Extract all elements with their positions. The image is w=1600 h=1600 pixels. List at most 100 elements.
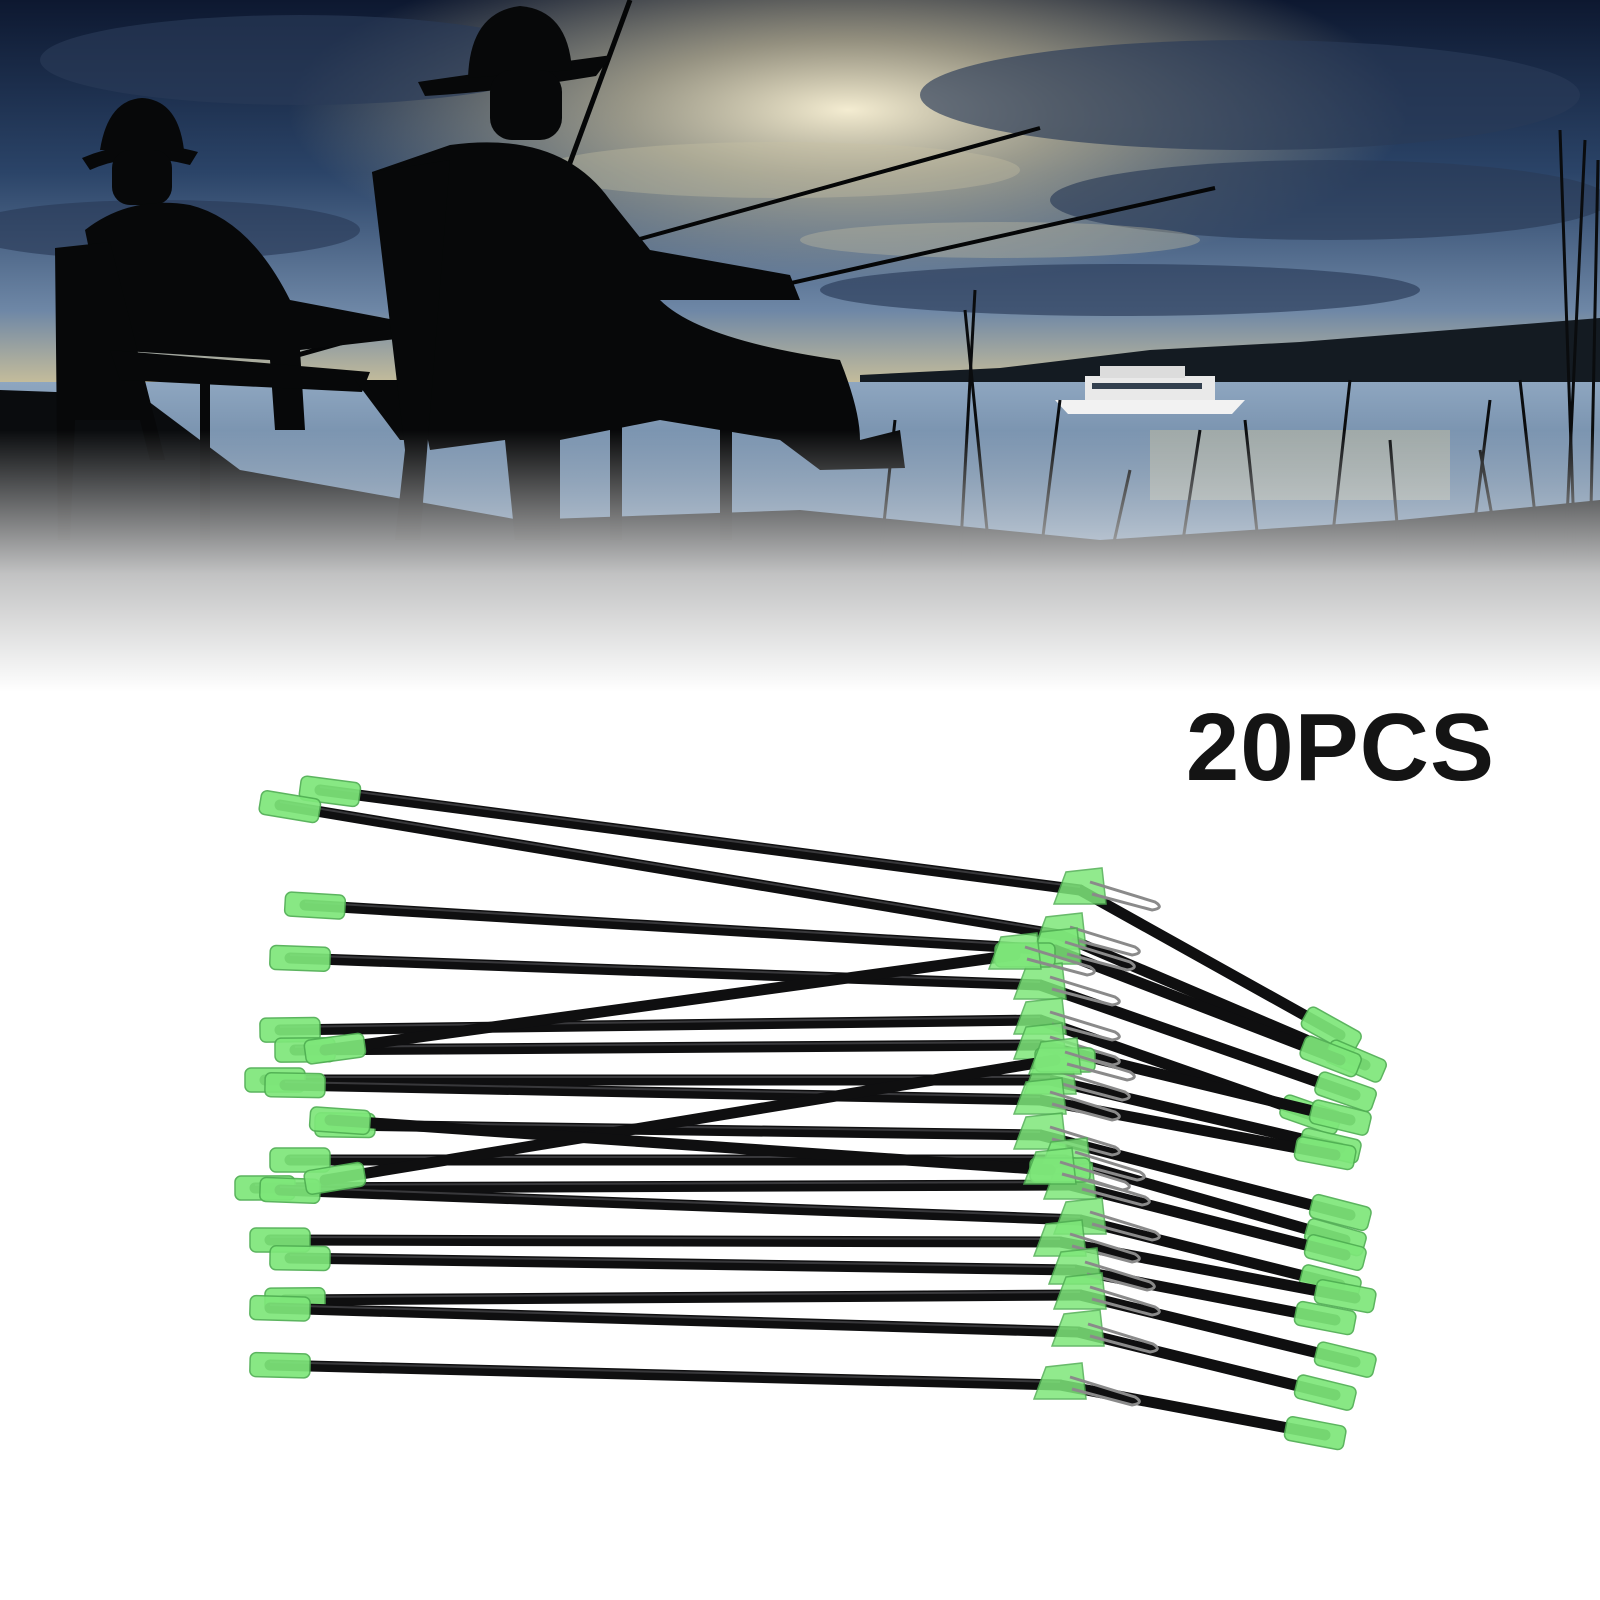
boom-rod-short-arm (1074, 1289, 1361, 1368)
boom-rod-highlight (289, 954, 1041, 983)
boom-rod-highlight (269, 1361, 1061, 1383)
boom-rod-long-arm (284, 1252, 1081, 1276)
distant-shoreline (860, 318, 1600, 385)
boom-rod-highlight (294, 1041, 1041, 1048)
boom-rod-short-arm (1034, 979, 1361, 1101)
boom-rod-short-arm (1049, 944, 1346, 1066)
green-tip-cap (249, 1351, 311, 1379)
snap-clip (1084, 1260, 1156, 1292)
boom-rod-long-arm (289, 1039, 1046, 1056)
boom-rod-long-arm (314, 784, 1086, 896)
snap-clip (1069, 925, 1141, 957)
green-end-cap (303, 1032, 367, 1065)
boom-rod-short-arm (1069, 1264, 1341, 1326)
boom-rod-short-arm (319, 949, 1021, 1056)
green-end-cap (1300, 1006, 1362, 1054)
boom-rod-highlight (279, 1186, 1081, 1218)
green-tip-cap (269, 1245, 331, 1272)
product-boom-rods (234, 775, 1387, 1451)
boom-rod-short-arm (1054, 1379, 1331, 1441)
boom-rod-item (269, 944, 1377, 1113)
boom-rod-long-arm (279, 1289, 1086, 1306)
boom-rod-item (274, 1022, 1372, 1136)
snap-clip (1089, 880, 1161, 912)
green-tip-cap (269, 1147, 331, 1173)
green-end-cap (1283, 1416, 1347, 1451)
boom-rod-long-arm (274, 1014, 1046, 1036)
green-tip-cap (258, 790, 322, 824)
green-end-cap (1313, 1341, 1377, 1378)
boom-rod-highlight (319, 786, 1081, 888)
green-end-cap (1308, 1099, 1372, 1136)
boom-rod-item (283, 891, 1362, 1078)
green-tip-cap (249, 1294, 311, 1322)
photo-fade-overlay (0, 430, 1600, 692)
snap-clip (1087, 1322, 1159, 1354)
green-tip-cap (269, 944, 331, 972)
boom-rod-highlight (284, 1291, 1081, 1298)
green-end-cap (1293, 1136, 1357, 1171)
green-end-cap (1314, 1071, 1377, 1113)
boom-rod-long-arm (279, 1079, 1046, 1106)
green-end-cap (1313, 1279, 1377, 1314)
snap-clip (1049, 975, 1121, 1007)
boom-rod-short-arm (1044, 1074, 1346, 1154)
snap-clip (1089, 1285, 1161, 1317)
boom-rod-item (249, 1219, 1377, 1314)
boom-rod-short-arm (324, 1114, 1056, 1176)
boom-rod-item (249, 1294, 1357, 1411)
snap-clip (1074, 1150, 1146, 1182)
green-tip-cap (283, 891, 347, 920)
boom-rod-long-arm (284, 952, 1046, 991)
boom-rod-highlight (279, 801, 1061, 933)
green-end-cap (303, 1161, 367, 1195)
boom-rod-short-arm (319, 1054, 1061, 1186)
boom-rod-item (308, 1106, 1131, 1192)
boom-rod-highlight (269, 1304, 1079, 1330)
boat-icon (1055, 366, 1245, 414)
boom-rod-short-arm (1072, 1326, 1341, 1401)
green-end-cap (1293, 1374, 1357, 1411)
boom-rod-item (269, 1245, 1357, 1336)
snap-clip (1064, 940, 1136, 972)
boom-rod-long-arm (274, 1184, 1086, 1226)
snap-clip (1064, 1050, 1136, 1082)
boom-rod-highlight (289, 1254, 1076, 1268)
boom-rod-long-arm (264, 1234, 1066, 1248)
boom-rod-long-arm (264, 1359, 1066, 1391)
green-end-cap (308, 1106, 372, 1136)
snap-clip (1089, 1210, 1161, 1242)
green-end-cap (1303, 1234, 1367, 1272)
boom-rod-highlight (269, 1236, 1061, 1240)
snap-clip (1079, 1175, 1151, 1207)
green-end-cap (1299, 1035, 1362, 1078)
boom-rod-long-arm (249, 1179, 1076, 1194)
snap-clip (1059, 1070, 1131, 1102)
snap-clip (1049, 1125, 1121, 1157)
snap-clip (1049, 1010, 1121, 1042)
snap-clip (1024, 945, 1096, 977)
snap-clip (1059, 1160, 1131, 1192)
fishing-silhouette-photo (0, 0, 1600, 692)
boom-rod-item (249, 1351, 1347, 1451)
snap-clip (1069, 1375, 1141, 1407)
boom-rod-highlight (254, 1181, 1071, 1186)
boom-rod-short-arm (1034, 1094, 1341, 1161)
boom-rod-item (303, 932, 1096, 1065)
snap-clip (1069, 1232, 1141, 1264)
green-tip-cap (264, 1071, 326, 1099)
boom-rod-highlight (304, 901, 1056, 948)
green-end-cap (1293, 1300, 1357, 1336)
boom-rod-item (298, 775, 1362, 1054)
boom-rod-short-arm (1054, 1236, 1361, 1304)
green-end-cap (1308, 1193, 1372, 1232)
boom-rod-long-arm (299, 899, 1061, 956)
boom-rod-item (303, 1037, 1136, 1195)
boom-rod-highlight (279, 1016, 1041, 1028)
quantity-label: 20PCS (1185, 694, 1495, 801)
boom-rod-long-arm (274, 799, 1066, 941)
boom-rod-short-arm (1074, 884, 1346, 1041)
snap-clip (1049, 1090, 1121, 1122)
boom-rod-item (264, 1071, 1357, 1171)
